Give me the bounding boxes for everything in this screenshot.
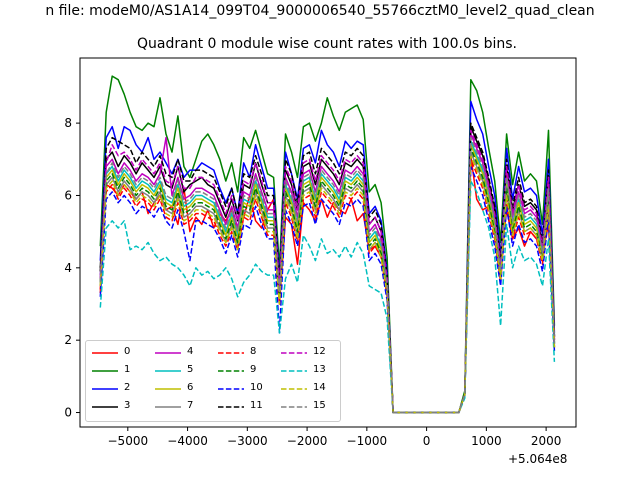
legend-label: 5 bbox=[187, 364, 194, 375]
series-line-13 bbox=[99, 180, 556, 414]
legend-swatch bbox=[92, 388, 118, 390]
y-axis: 0 2 4 6 8 bbox=[64, 116, 80, 420]
x-axis: −5000 −4000 −3000 −2000 −1000 0 1000 2000 bbox=[108, 427, 562, 448]
legend-swatch bbox=[218, 370, 244, 372]
chart-title: Quadrant 0 module wise count rates with … bbox=[137, 36, 517, 52]
legend-swatch bbox=[218, 406, 244, 408]
y-tick-label: 8 bbox=[64, 116, 72, 130]
legend-label: 9 bbox=[250, 364, 257, 375]
legend-swatch bbox=[281, 370, 307, 372]
legend-label: 1 bbox=[124, 364, 131, 375]
legend-swatch bbox=[218, 388, 244, 390]
figure-suptitle: n file: modeM0/AS1A14_099T04_9000006540_… bbox=[45, 3, 595, 19]
legend-label: 10 bbox=[250, 382, 263, 393]
x-tick-label: −3000 bbox=[227, 434, 268, 448]
legend-swatch bbox=[281, 352, 307, 354]
legend-label: 15 bbox=[313, 400, 326, 411]
x-axis-offset-label: +5.064e8 bbox=[508, 452, 568, 466]
series-layer bbox=[99, 75, 556, 414]
legend-swatch bbox=[218, 352, 244, 354]
axes-frame bbox=[79, 57, 577, 428]
legend-label: 7 bbox=[187, 400, 194, 411]
x-tick-label: −2000 bbox=[287, 434, 328, 448]
legend-label: 12 bbox=[313, 346, 326, 357]
legend: 0 1 2 3 4 5 6 7 8 9 10 11 12 13 14 15 bbox=[85, 340, 341, 422]
legend-swatch bbox=[155, 370, 181, 372]
x-tick-label: 0 bbox=[423, 434, 431, 448]
legend-label: 13 bbox=[313, 364, 326, 375]
legend-swatch bbox=[281, 406, 307, 408]
x-tick-label: −1000 bbox=[347, 434, 388, 448]
series-line-10 bbox=[99, 165, 556, 414]
legend-label: 4 bbox=[187, 346, 194, 357]
x-tick-label: −5000 bbox=[108, 434, 149, 448]
legend-label: 0 bbox=[124, 346, 131, 357]
legend-swatch bbox=[155, 352, 181, 354]
legend-swatch bbox=[155, 406, 181, 408]
legend-swatch bbox=[155, 388, 181, 390]
legend-label: 8 bbox=[250, 346, 257, 357]
y-tick-label: 4 bbox=[64, 261, 72, 275]
legend-label: 2 bbox=[124, 382, 131, 393]
y-tick-label: 0 bbox=[64, 406, 72, 420]
legend-swatch bbox=[92, 406, 118, 408]
series-line-15 bbox=[99, 136, 556, 414]
legend-label: 3 bbox=[124, 400, 131, 411]
x-tick-label: −4000 bbox=[167, 434, 208, 448]
y-tick-label: 2 bbox=[64, 333, 72, 347]
series-line-1 bbox=[99, 75, 556, 414]
series-line-6 bbox=[99, 144, 556, 414]
legend-swatch bbox=[92, 370, 118, 372]
x-tick-label: 1000 bbox=[471, 434, 502, 448]
series-line-9 bbox=[99, 147, 556, 414]
series-line-11 bbox=[99, 122, 556, 414]
legend-label: 11 bbox=[250, 400, 263, 411]
y-tick-label: 6 bbox=[64, 188, 72, 202]
series-line-14 bbox=[99, 154, 556, 414]
series-line-4 bbox=[99, 133, 556, 414]
legend-swatch bbox=[281, 388, 307, 390]
legend-label: 14 bbox=[313, 382, 326, 393]
x-tick-label: 2000 bbox=[531, 434, 562, 448]
series-line-12 bbox=[99, 129, 556, 414]
legend-swatch bbox=[92, 352, 118, 354]
legend-label: 6 bbox=[187, 382, 194, 393]
